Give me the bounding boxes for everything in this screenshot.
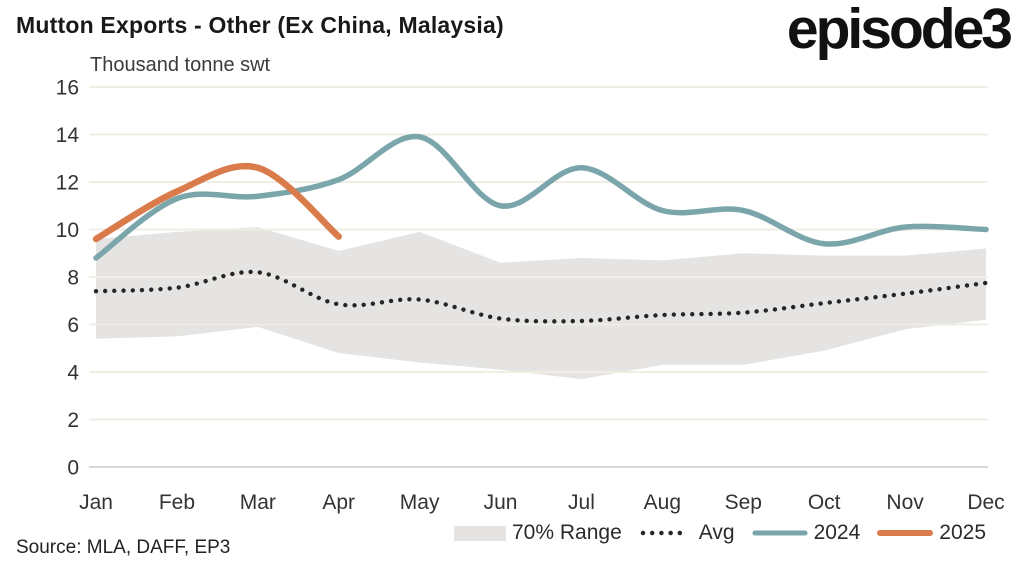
band-swatch-icon	[454, 525, 506, 541]
y-tick-label: 14	[56, 124, 80, 147]
orange-line-swatch-icon	[877, 530, 934, 536]
x-tick-label: Sep	[725, 491, 762, 514]
line-2025	[92, 162, 342, 243]
y-tick-label: 4	[67, 362, 79, 385]
legend-label-range: 70% Range	[512, 521, 622, 544]
legend-item-avg: Avg	[639, 521, 735, 545]
teal-line-swatch-icon	[752, 530, 808, 536]
legend-label-2025: 2025	[939, 521, 986, 544]
dotted-swatch-icon	[640, 530, 691, 536]
y-tick-label: 6	[67, 314, 79, 337]
episode3-logo: episode3	[786, 0, 1013, 61]
x-tick-label: Jan	[79, 491, 113, 514]
x-tick-label: Oct	[808, 491, 841, 514]
y-tick-label: 12	[56, 172, 79, 195]
x-tick-label: Jun	[484, 491, 518, 514]
y-tick-label: 8	[67, 267, 79, 290]
legend-item-range: 70% Range	[454, 521, 622, 545]
x-tick-label: Dec	[967, 491, 1004, 514]
y-tick-label: 16	[56, 77, 79, 100]
x-tick-label: Nov	[886, 491, 924, 514]
line-2024	[93, 133, 989, 261]
legend-label-avg: Avg	[698, 521, 735, 544]
y-tick-label: 2	[67, 409, 79, 432]
y-tick-label: 0	[67, 457, 79, 480]
avg-line	[93, 269, 989, 324]
x-tick-label: Aug	[644, 491, 681, 514]
x-tick-label: Mar	[240, 491, 276, 514]
x-tick-label: May	[400, 491, 440, 514]
legend-item-2025: 2025	[877, 521, 986, 545]
chart-legend: 70% Range Avg 2024 2025	[454, 521, 986, 545]
y-axis-unit-label: Thousand tonne swt	[90, 54, 271, 76]
line-chart: 0 2 4 6 8 10 12 14 16 Jan Feb Mar Apr May Jun Jul Aug Sep…	[56, 77, 1005, 515]
chart-title: Mutton Exports - Other (Ex China, Malays…	[16, 12, 504, 38]
y-tick-label: 10	[56, 219, 79, 242]
legend-label-2024: 2024	[813, 521, 861, 544]
legend-item-2024: 2024	[752, 521, 861, 545]
source-text: Source: MLA, DAFF, EP3	[16, 537, 231, 558]
x-tick-label: Jul	[568, 491, 595, 514]
x-tick-label: Feb	[159, 491, 195, 514]
band-70pct-range	[96, 227, 986, 380]
x-tick-label: Apr	[322, 491, 355, 514]
